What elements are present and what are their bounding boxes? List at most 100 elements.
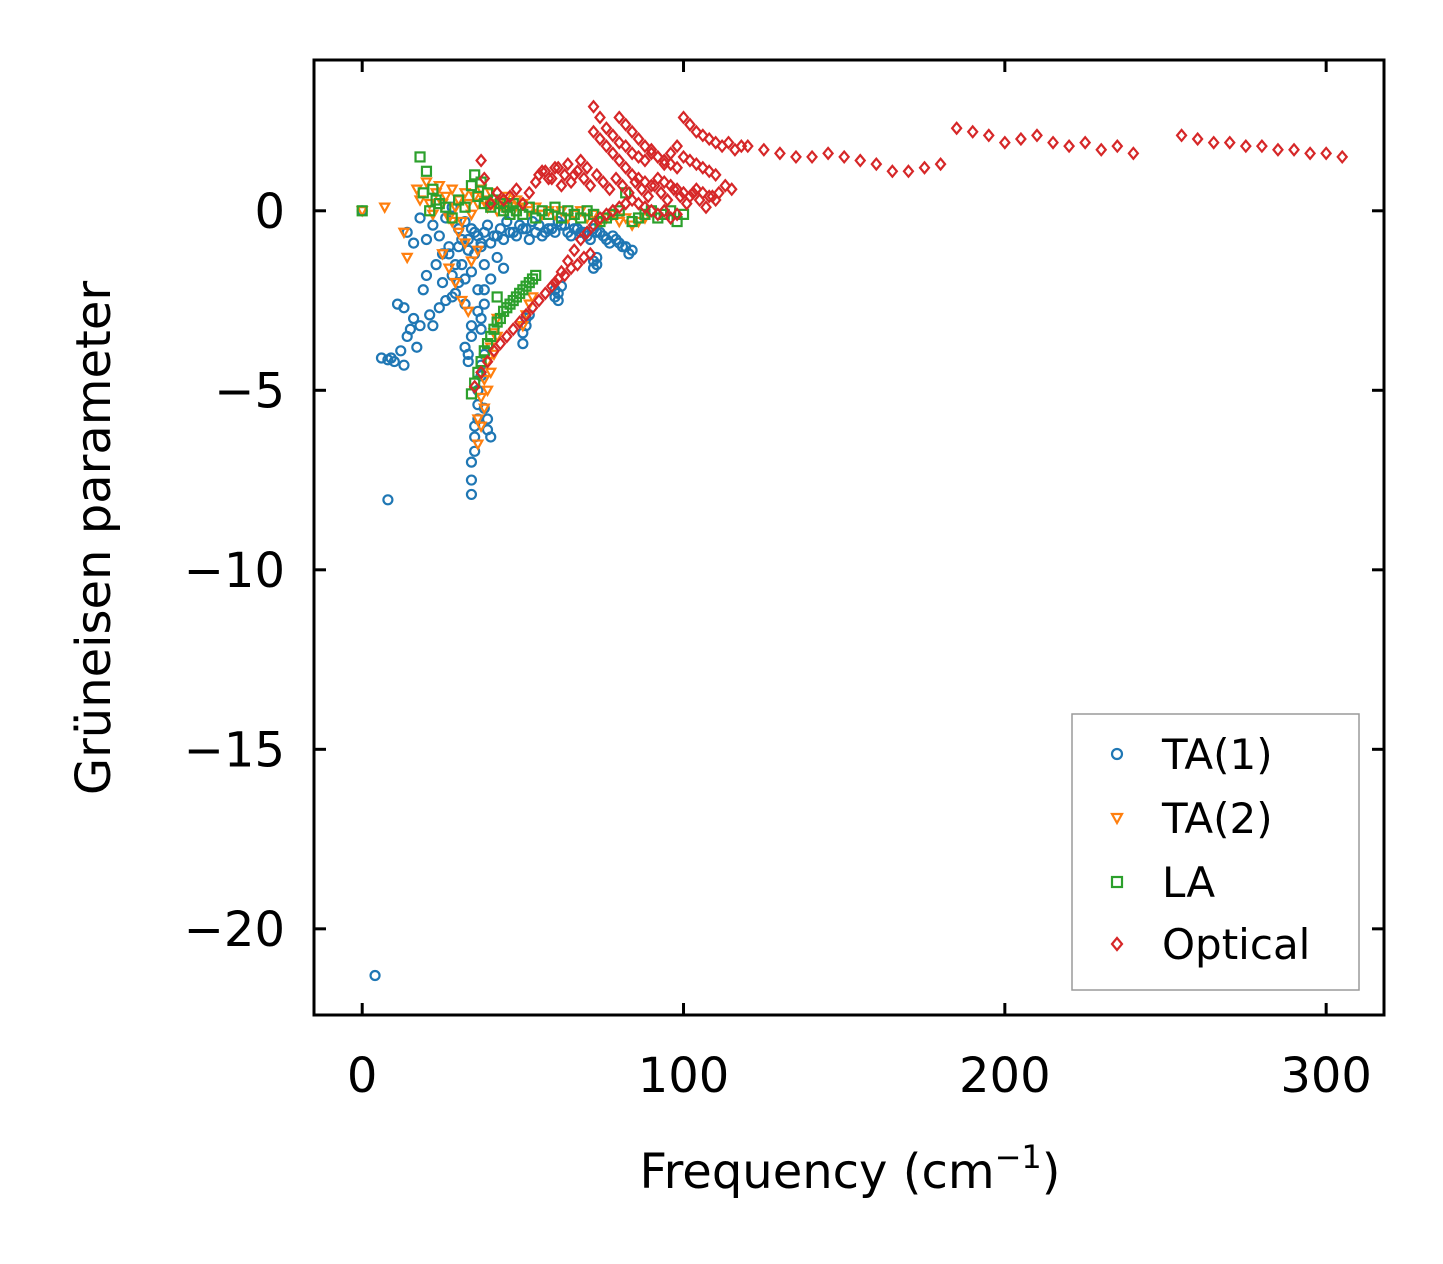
data-point [485, 330, 497, 343]
data-point [475, 365, 488, 380]
legend: TA(1) TA(2) LA Optical [1071, 713, 1360, 991]
data-point [677, 149, 690, 165]
data-point [504, 189, 516, 204]
data-point [462, 348, 474, 360]
x-tick-label: 0 [347, 1048, 378, 1104]
data-point [532, 293, 545, 308]
data-point [982, 128, 995, 143]
data-point [410, 184, 424, 197]
x-tick-label: 300 [1280, 1048, 1372, 1104]
data-point [491, 251, 503, 264]
data-point [558, 268, 571, 283]
data-point [539, 164, 552, 179]
data-point [477, 374, 491, 387]
data-point [455, 216, 469, 229]
data-point [385, 352, 397, 364]
data-point [1255, 139, 1268, 154]
data-point [488, 230, 500, 242]
data-point [998, 135, 1011, 150]
data-point [469, 226, 481, 238]
data-point [1336, 149, 1349, 165]
data-point [597, 230, 609, 242]
data-point [690, 124, 703, 139]
legend-label: TA(2) [1161, 794, 1273, 843]
data-point [507, 226, 519, 238]
data-point [619, 117, 632, 132]
data-point [549, 275, 561, 290]
data-point [571, 164, 584, 179]
data-point [822, 146, 835, 161]
data-point [565, 174, 577, 190]
data-point [478, 284, 490, 296]
x-tick-label: 200 [959, 1048, 1051, 1104]
data-point [427, 183, 439, 195]
data-point [520, 307, 533, 323]
data-point [465, 256, 478, 268]
y-tick-label: −10 [184, 543, 285, 599]
data-point [575, 212, 587, 224]
data-point [369, 969, 381, 982]
data-point [459, 201, 471, 213]
data-point [462, 244, 474, 256]
data-point [1095, 142, 1108, 157]
data-point [555, 264, 568, 279]
data-point [474, 421, 488, 433]
data-point [414, 151, 426, 163]
data-point [469, 377, 481, 389]
data-point [684, 153, 696, 168]
data-point [664, 156, 677, 172]
data-point [966, 124, 979, 139]
data-point [671, 207, 684, 222]
data-point [696, 160, 709, 175]
data-point [452, 194, 465, 206]
y-tick-label: 0 [254, 184, 285, 240]
data-point [446, 212, 458, 224]
data-point [455, 295, 469, 308]
data-point [590, 167, 603, 183]
legend-marker [1110, 747, 1124, 761]
y-tick-label: −5 [214, 363, 285, 419]
data-point [484, 196, 497, 211]
series-optical [468, 99, 1349, 394]
data-point [542, 208, 555, 220]
data-point [658, 203, 671, 218]
data-point [632, 171, 645, 186]
data-point [651, 171, 664, 186]
data-point [700, 200, 712, 215]
data-point [424, 309, 436, 321]
data-point [619, 139, 632, 154]
data-point [626, 124, 639, 139]
data-point [642, 189, 655, 204]
data-point [655, 185, 667, 200]
data-point [568, 243, 581, 258]
data-point [395, 345, 407, 357]
data-point [709, 135, 722, 150]
data-point [475, 323, 487, 335]
data-point [577, 171, 590, 186]
data-point [414, 320, 426, 332]
data-point [581, 160, 594, 175]
data-point [703, 164, 716, 179]
data-point [1047, 135, 1059, 150]
legend-box [1071, 713, 1360, 991]
data-point [639, 200, 651, 215]
data-point [574, 153, 587, 168]
data-point [639, 174, 651, 190]
data-point [950, 121, 963, 136]
data-point [1191, 131, 1204, 147]
data-point [632, 149, 645, 165]
data-point [436, 276, 449, 289]
data-point [626, 192, 639, 208]
data-point [757, 142, 770, 157]
data-point [1014, 131, 1027, 147]
data-point [530, 269, 542, 282]
x-tick-label: 100 [638, 1048, 730, 1104]
plot-frame [312, 58, 1386, 1017]
data-point [709, 192, 722, 208]
data-point [773, 146, 786, 161]
data-point [722, 135, 735, 150]
data-point [484, 367, 498, 380]
data-point [594, 131, 606, 147]
data-point [533, 219, 545, 231]
data-point [645, 203, 658, 218]
